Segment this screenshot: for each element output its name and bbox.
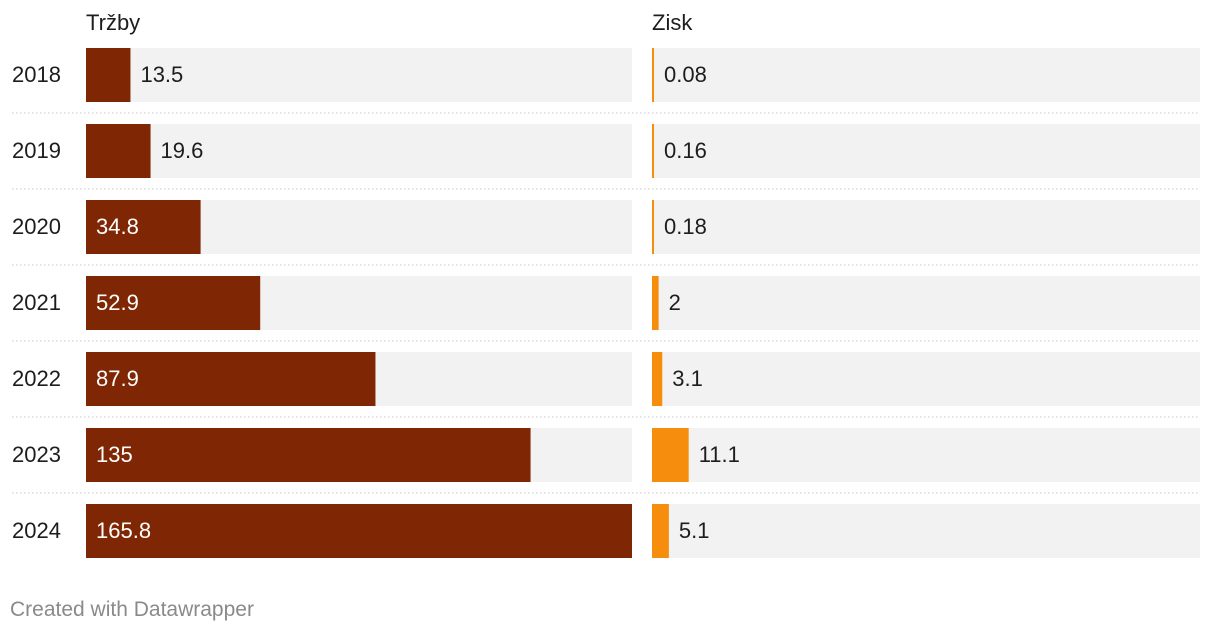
bar-tr-by-2022 bbox=[86, 352, 376, 406]
panel-title-2: Zisk bbox=[652, 10, 693, 35]
data-label: 5.1 bbox=[679, 518, 710, 543]
row-label-2022: 2022 bbox=[12, 366, 61, 391]
data-label: 52.9 bbox=[96, 290, 139, 315]
bar-tr-by-2019 bbox=[86, 124, 151, 178]
bar-tr-by-2021 bbox=[86, 276, 261, 330]
bar-zisk-2024 bbox=[652, 504, 669, 558]
bar-track bbox=[652, 48, 1200, 102]
bar-zisk-2019 bbox=[652, 124, 654, 178]
row-label-2018: 2018 bbox=[12, 62, 61, 87]
bar-track bbox=[652, 124, 1200, 178]
row-label-2020: 2020 bbox=[12, 214, 61, 239]
data-label: 3.1 bbox=[672, 366, 703, 391]
bar-tr-by-2023 bbox=[86, 428, 531, 482]
data-label: 165.8 bbox=[96, 518, 151, 543]
bar-track bbox=[86, 48, 632, 102]
data-label: 135 bbox=[96, 442, 133, 467]
bar-track bbox=[652, 504, 1200, 558]
bar-track bbox=[652, 428, 1200, 482]
bar-tr-by-2020 bbox=[86, 200, 201, 254]
bar-zisk-2023 bbox=[652, 428, 689, 482]
data-label: 13.5 bbox=[140, 62, 183, 87]
bar-track bbox=[86, 124, 632, 178]
data-label: 0.16 bbox=[664, 138, 707, 163]
bar-tr-by-2024 bbox=[86, 504, 632, 558]
bar-zisk-2018 bbox=[652, 48, 654, 102]
bar-zisk-2020 bbox=[652, 200, 654, 254]
data-label: 19.6 bbox=[161, 138, 204, 163]
bar-track bbox=[652, 276, 1200, 330]
bar-track bbox=[652, 352, 1200, 406]
data-label: 34.8 bbox=[96, 214, 139, 239]
row-label-2019: 2019 bbox=[12, 138, 61, 163]
data-label: 0.18 bbox=[664, 214, 707, 239]
data-label: 0.08 bbox=[664, 62, 707, 87]
data-label: 87.9 bbox=[96, 366, 139, 391]
bar-zisk-2021 bbox=[652, 276, 659, 330]
bar-chart: Tržby Zisk 2018 13.5 0.08 2019 19.6 0.16 2020 34.… bbox=[12, 10, 1200, 558]
footer-credit: Created with Datawrapper bbox=[10, 598, 254, 621]
row-label-2021: 2021 bbox=[12, 290, 61, 315]
bar-track bbox=[652, 200, 1200, 254]
row-label-2024: 2024 bbox=[12, 518, 61, 543]
data-label: 11.1 bbox=[699, 442, 740, 467]
bar-zisk-2022 bbox=[652, 352, 663, 406]
data-label: 2 bbox=[669, 290, 681, 315]
bar-tr-by-2018 bbox=[86, 48, 131, 102]
panel-title-1: Tržby bbox=[86, 10, 140, 35]
row-label-2023: 2023 bbox=[12, 442, 61, 467]
